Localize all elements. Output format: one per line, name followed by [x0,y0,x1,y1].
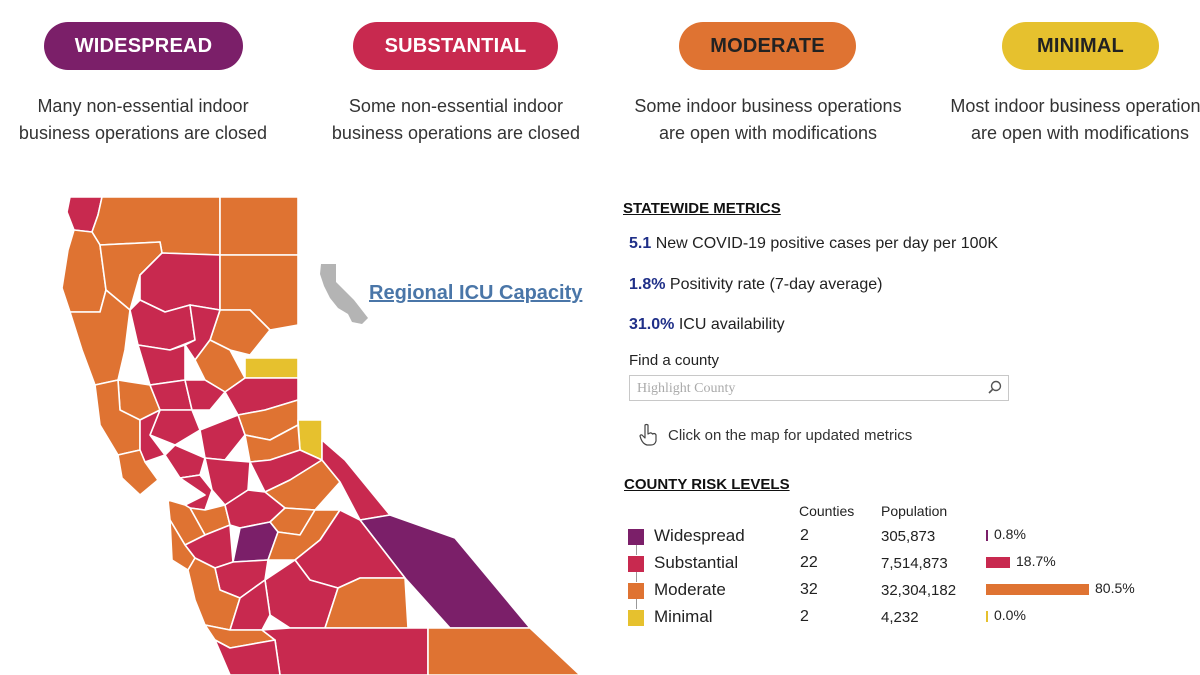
tier-substantial-description: Some non-essential indoor business operat… [331,96,581,143]
tier-moderate-description: Some indoor business operations are open … [634,96,902,143]
risk-level-label: Substantial [654,553,739,572]
county-sierra[interactable] [244,357,299,379]
county-kern[interactable] [261,627,429,675]
tier-widespread-button[interactable]: WIDESPREAD [44,22,243,70]
risk-level-label: Widespread [654,526,745,545]
county-kings[interactable] [229,579,271,631]
tier-widespread-description: Many non-essential indoor business operat… [18,96,268,143]
map-click-hint: Click on the map for updated metrics [638,423,912,447]
legend-connector [636,597,637,609]
tier-minimal-button[interactable]: MINIMAL [1002,22,1159,70]
county-search-input[interactable] [635,377,979,401]
legend-swatch [628,583,644,599]
counties-column-header: Counties [799,503,855,519]
population-share-bar [986,557,1010,568]
risk-row-widespread[interactable]: Widespread 2 305,873 0.8% [628,526,1188,550]
population-value: 7,514,873 [881,555,948,572]
county-count: 2 [800,608,809,625]
tier-minimal-description: Most indoor business operations are open … [950,96,1200,143]
population-share-bar [986,611,988,622]
tier-widespread-label: WIDESPREAD [74,34,213,57]
tier-substantial-label: SUBSTANTIAL [384,34,527,57]
tier-moderate-label: MODERATE [710,34,825,57]
risk-row-substantial[interactable]: Substantial 22 7,514,873 18.7% [628,553,1188,577]
california-county-map[interactable] [0,190,600,675]
legend-swatch [628,529,644,545]
tier-moderate-button[interactable]: MODERATE [679,22,856,70]
search-icon[interactable] [987,380,1003,396]
county-count: 2 [800,527,809,544]
risk-row-minimal[interactable]: Minimal 2 4,232 0.0% [628,607,1188,631]
county-modoc[interactable] [219,196,299,256]
statewide-metrics-heading: STATEWIDE METRICS [623,200,781,217]
tier-substantial-button[interactable]: SUBSTANTIAL [353,22,558,70]
population-share-percent: 0.0% [994,607,1026,623]
population-share-percent: 18.7% [1016,553,1056,569]
county-san-bernardino[interactable] [427,627,581,675]
county-search-box[interactable] [629,375,1009,401]
find-county-label: Find a county [629,352,720,369]
county-mendocino[interactable] [69,289,131,386]
california-mini-icon [320,264,368,324]
population-share-percent: 0.8% [994,526,1026,542]
legend-connector [636,570,637,582]
metric-new-cases: 5.1 New COVID-19 positive cases per day … [629,235,999,252]
population-value: 305,873 [881,528,936,545]
legend-swatch [628,610,644,626]
population-share-bar [986,584,1089,595]
population-share-percent: 80.5% [1095,580,1135,596]
tier-minimal-label: MINIMAL [1037,34,1124,57]
county-solano[interactable] [164,444,206,479]
risk-level-label: Minimal [654,607,713,626]
county-kern-east[interactable] [324,577,409,629]
county-sacramento[interactable] [199,414,246,461]
population-share-bar [986,530,988,541]
population-value: 32,304,182 [881,582,957,599]
regional-icu-capacity-link[interactable]: Regional ICU Capacity [369,282,583,304]
legend-swatch [628,556,644,572]
population-column-header: Population [881,503,948,519]
county-count: 32 [800,581,818,598]
county-glenn[interactable] [137,344,186,386]
county-sutter[interactable] [184,379,226,411]
county-risk-levels-heading: COUNTY RISK LEVELS [624,476,790,493]
hint-text: Click on the map for updated metrics [668,426,913,444]
metric-positivity-rate: 1.8% Positivity rate (7-day average) [629,276,883,293]
risk-row-moderate[interactable]: Moderate 32 32,304,182 80.5% [628,580,1188,604]
pointer-hand-icon [639,423,657,446]
risk-level-label: Moderate [654,580,726,599]
county-count: 22 [800,554,818,571]
county-santa-barbara[interactable] [214,639,281,675]
population-value: 4,232 [881,609,919,626]
metric-icu-availability: 31.0% ICU availability [629,316,785,333]
legend-connector [636,543,637,555]
